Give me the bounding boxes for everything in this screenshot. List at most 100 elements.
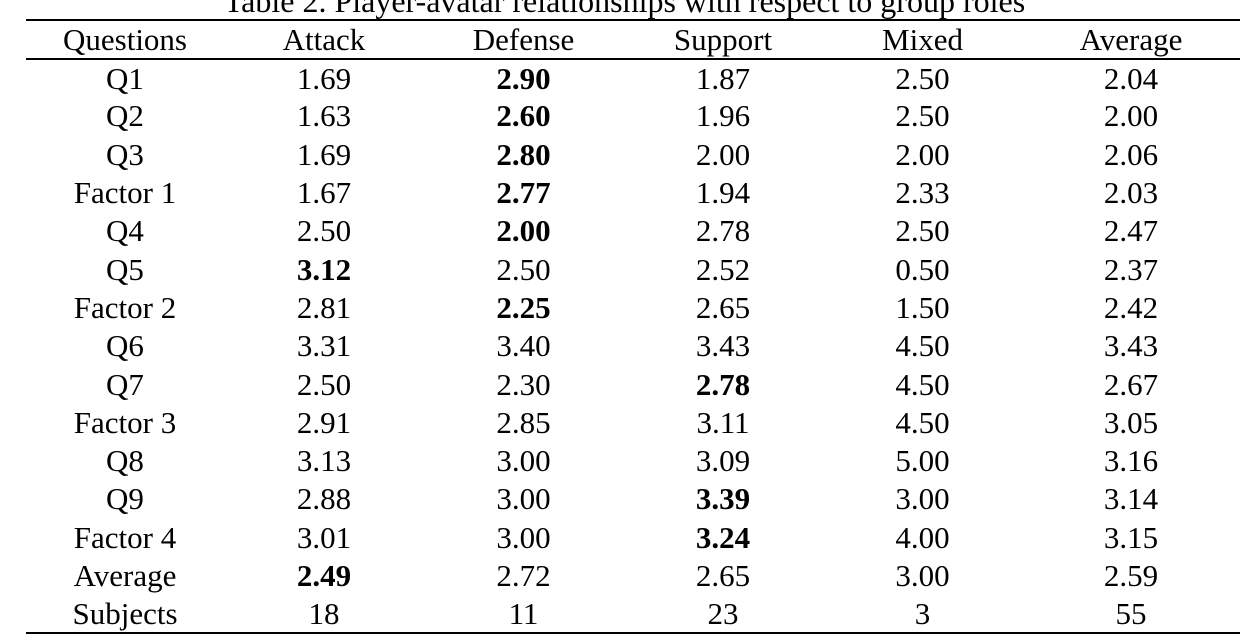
table-row: Q4 2.50 2.00 2.78 2.50 2.47 xyxy=(26,212,1240,250)
cell-support: 23 xyxy=(623,595,823,635)
cell-defense: 2.72 xyxy=(496,558,551,593)
cell-mixed: 2.50 xyxy=(895,60,950,96)
cell-support: 2.52 xyxy=(695,251,751,287)
table-row: Q9 2.88 3.00 3.39 3.00 3.14 xyxy=(26,480,1240,518)
cell-mixed: 2.33 xyxy=(895,175,950,211)
cell-defense: 2.30 xyxy=(496,366,551,402)
table-caption: Table 2. Player-avatar relationships wit… xyxy=(223,0,1026,19)
cell-question: Factor 4 xyxy=(73,519,177,555)
cell-defense: 2.60 xyxy=(496,98,551,134)
cell-average: 2.67 xyxy=(1103,366,1159,402)
cell-support: 2.65 xyxy=(695,289,751,325)
cell-question: Factor 3 xyxy=(73,404,177,440)
cell-question: Average xyxy=(73,558,177,593)
cell-defense: 3.00 xyxy=(496,481,551,517)
cell-attack: 1.69 xyxy=(296,60,352,96)
cell-defense: 2.85 xyxy=(496,404,551,440)
cell-attack: 2.81 xyxy=(296,289,352,325)
cell-average: 3.16 xyxy=(1103,443,1159,479)
cell-question: Factor 2 xyxy=(73,289,177,325)
cell-mixed: 4.50 xyxy=(895,366,950,402)
cell-average: 2.04 xyxy=(1103,60,1159,96)
table-row: Q2 1.63 2.60 1.96 2.50 2.00 xyxy=(26,97,1240,135)
column-header-mixed: Mixed xyxy=(823,19,1022,60)
table-row: Factor 1 1.67 2.77 1.94 2.33 2.03 xyxy=(26,174,1240,212)
cell-average: 2.59 xyxy=(1103,558,1159,593)
cell-average: 2.37 xyxy=(1103,251,1159,287)
cell-support: 2.65 xyxy=(695,558,751,593)
table-row: Q6 3.31 3.40 3.43 4.50 3.43 xyxy=(26,327,1240,365)
cell-defense: 2.77 xyxy=(496,175,551,211)
cell-support: 3.39 xyxy=(695,481,751,517)
cell-support: 3.24 xyxy=(695,519,751,555)
cell-mixed: 5.00 xyxy=(895,443,950,479)
cell-question: Q6 xyxy=(106,328,144,364)
cell-average: 2.06 xyxy=(1103,136,1159,172)
header-row: Questions Attack Defense Support Mixed A… xyxy=(26,19,1240,60)
cell-mixed: 0.50 xyxy=(895,251,950,287)
cell-attack: 3.31 xyxy=(296,328,352,364)
cell-support: 2.00 xyxy=(695,136,751,172)
cell-support: 1.87 xyxy=(695,60,751,96)
cell-average: 3.15 xyxy=(1103,519,1159,555)
column-header-defense: Defense xyxy=(424,19,623,60)
column-header-average: Average xyxy=(1022,19,1240,60)
cell-support: 2.78 xyxy=(695,213,751,249)
cell-question: Q9 xyxy=(106,481,144,517)
table-row: Q8 3.13 3.00 3.09 5.00 3.16 xyxy=(26,442,1240,480)
cell-attack: 3.01 xyxy=(296,519,352,555)
cell-attack: 2.50 xyxy=(296,366,352,402)
table-row: Average 2.49 2.72 2.65 3.00 2.59 xyxy=(26,557,1240,595)
cell-mixed: 2.50 xyxy=(895,98,950,134)
cell-mixed: 2.00 xyxy=(895,136,950,172)
cell-attack: 3.13 xyxy=(296,443,352,479)
cell-defense: 2.80 xyxy=(496,136,551,172)
cell-mixed: 3.00 xyxy=(895,558,950,593)
cell-average: 55 xyxy=(1022,595,1240,635)
cell-mixed: 4.50 xyxy=(895,328,950,364)
cell-support: 3.11 xyxy=(696,404,750,440)
cell-question: Q1 xyxy=(106,60,144,96)
cell-question: Q4 xyxy=(106,213,144,249)
cell-attack: 1.69 xyxy=(296,136,352,172)
cell-attack: 2.88 xyxy=(296,481,352,517)
cell-attack: 2.50 xyxy=(296,213,352,249)
cell-attack: 18 xyxy=(224,595,424,635)
cell-defense: 11 xyxy=(424,595,623,635)
cell-defense: 2.50 xyxy=(496,251,551,287)
cell-average: 2.47 xyxy=(1103,213,1159,249)
cell-question: Q7 xyxy=(106,366,144,402)
cell-defense: 3.00 xyxy=(496,443,551,479)
cell-mixed: 3.00 xyxy=(895,481,950,517)
column-header-support: Support xyxy=(623,19,823,60)
cell-average: 2.00 xyxy=(1103,98,1159,134)
cell-defense: 3.00 xyxy=(496,519,551,555)
cell-attack: 1.63 xyxy=(296,98,352,134)
cell-average: 3.05 xyxy=(1103,404,1159,440)
cell-question: Q8 xyxy=(106,443,144,479)
cell-attack: 2.91 xyxy=(296,404,352,440)
table-body: Q1 1.69 2.90 1.87 2.50 2.04 Q2 1.63 2.60 1.96 2.50… xyxy=(26,59,1240,635)
cell-attack: 3.12 xyxy=(296,251,352,287)
cell-defense: 2.00 xyxy=(496,213,551,249)
cell-support: 1.96 xyxy=(695,98,751,134)
cell-question: Q5 xyxy=(106,251,144,287)
cell-mixed: 4.00 xyxy=(895,519,950,555)
cell-question: Factor 1 xyxy=(73,175,177,211)
cell-support: 3.43 xyxy=(695,328,751,364)
cell-mixed: 2.50 xyxy=(895,213,950,249)
column-header-attack: Attack xyxy=(224,19,424,60)
cell-support: 2.78 xyxy=(695,366,751,402)
table-row: Q3 1.69 2.80 2.00 2.00 2.06 xyxy=(26,136,1240,174)
cell-attack: 2.49 xyxy=(296,558,352,593)
table-row: Factor 4 3.01 3.00 3.24 4.00 3.15 xyxy=(26,519,1240,557)
cell-mixed: 3 xyxy=(823,595,1022,635)
cell-question: Subjects xyxy=(26,595,224,635)
table-row: Factor 2 2.81 2.25 2.65 1.50 2.42 xyxy=(26,289,1240,327)
cell-average: 3.14 xyxy=(1103,481,1159,517)
cell-question: Q2 xyxy=(106,98,144,134)
cell-question: Q3 xyxy=(106,136,144,172)
table-row: Factor 3 2.91 2.85 3.11 4.50 3.05 xyxy=(26,404,1240,442)
table-row: Q1 1.69 2.90 1.87 2.50 2.04 xyxy=(26,59,1240,97)
cell-mixed: 4.50 xyxy=(895,404,950,440)
